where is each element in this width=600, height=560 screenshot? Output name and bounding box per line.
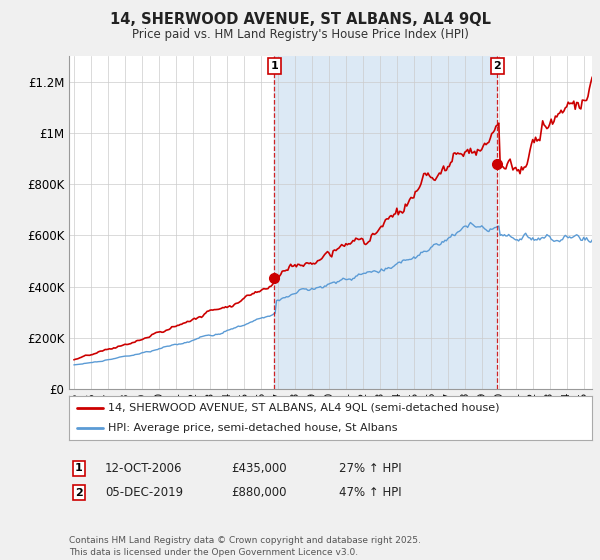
Text: 14, SHERWOOD AVENUE, ST ALBANS, AL4 9QL: 14, SHERWOOD AVENUE, ST ALBANS, AL4 9QL [110,12,491,27]
Text: HPI: Average price, semi-detached house, St Albans: HPI: Average price, semi-detached house,… [108,423,398,433]
Text: 27% ↑ HPI: 27% ↑ HPI [339,461,401,475]
Text: 47% ↑ HPI: 47% ↑ HPI [339,486,401,500]
Text: Price paid vs. HM Land Registry's House Price Index (HPI): Price paid vs. HM Land Registry's House … [131,28,469,41]
Text: 12-OCT-2006: 12-OCT-2006 [105,461,182,475]
Bar [274,56,497,389]
Text: 05-DEC-2019: 05-DEC-2019 [105,486,183,500]
Text: £880,000: £880,000 [231,486,287,500]
Text: 2: 2 [75,488,83,498]
Text: 2: 2 [494,61,501,71]
Text: £435,000: £435,000 [231,461,287,475]
Text: Contains HM Land Registry data © Crown copyright and database right 2025.
This d: Contains HM Land Registry data © Crown c… [69,536,421,557]
Text: 1: 1 [75,463,83,473]
Text: 1: 1 [271,61,278,71]
Text: 14, SHERWOOD AVENUE, ST ALBANS, AL4 9QL (semi-detached house): 14, SHERWOOD AVENUE, ST ALBANS, AL4 9QL … [108,403,500,413]
